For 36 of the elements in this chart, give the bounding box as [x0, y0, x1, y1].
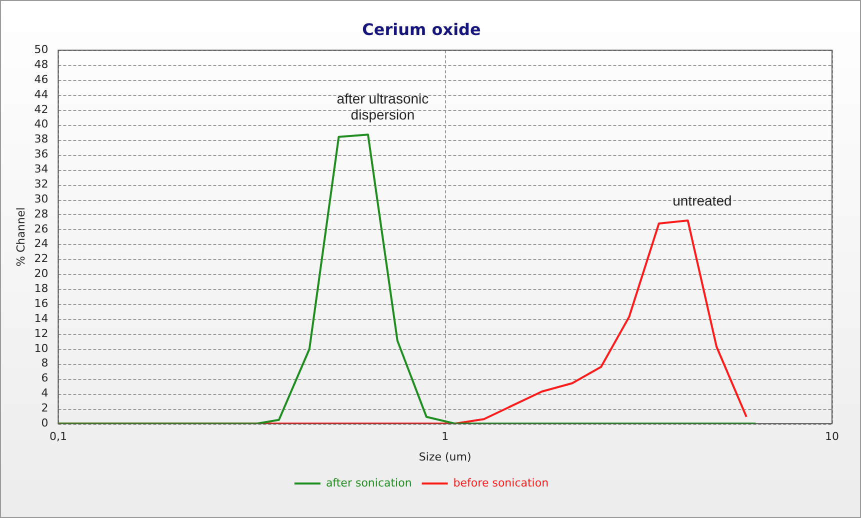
y-tick-label: 14: [34, 312, 48, 325]
y-tick-label: 8: [41, 356, 48, 370]
legend-label: after sonication: [326, 476, 412, 490]
y-tick-label: 36: [34, 148, 48, 161]
y-tick-label: 24: [34, 237, 48, 250]
x-tick-label: 1: [442, 430, 449, 444]
y-tick-label: 34: [34, 162, 48, 176]
y-tick-label: 44: [34, 88, 48, 101]
y-tick-label: 50: [34, 43, 48, 56]
annotation: untreated: [672, 192, 732, 208]
y-tick-label: 2: [41, 402, 48, 415]
x-axis-title: Size (um): [418, 450, 472, 464]
y-tick-label: 30: [34, 192, 48, 206]
y-tick-label: 46: [34, 72, 48, 86]
x-tick-label: 10: [825, 430, 839, 444]
y-tick-label: 22: [34, 252, 48, 266]
y-tick-label: 48: [34, 58, 48, 71]
y-tick-label: 6: [41, 372, 48, 385]
y-tick-label: 28: [34, 207, 48, 220]
y-tick-label: 10: [34, 342, 48, 355]
legend-label: before sonication: [453, 476, 549, 490]
y-tick-label: 38: [34, 132, 48, 146]
y-tick-label: 12: [34, 326, 48, 340]
y-tick-label: 20: [34, 267, 48, 280]
x-tick-label: 0,1: [49, 430, 67, 444]
annotation: after ultrasonic dispersion: [336, 90, 429, 122]
y-tick-label: 26: [34, 222, 48, 236]
y-tick-label: 42: [34, 102, 48, 116]
chart-title: Cerium oxide: [362, 20, 481, 39]
y-tick-label: 40: [34, 118, 48, 131]
y-tick-label: 16: [34, 296, 48, 310]
y-tick-label: 0: [41, 416, 48, 430]
y-tick-label: 18: [34, 282, 48, 296]
y-tick-label: 32: [34, 177, 48, 190]
y-tick-label: 4: [41, 386, 48, 400]
y-axis-title: % Channel: [14, 207, 28, 266]
